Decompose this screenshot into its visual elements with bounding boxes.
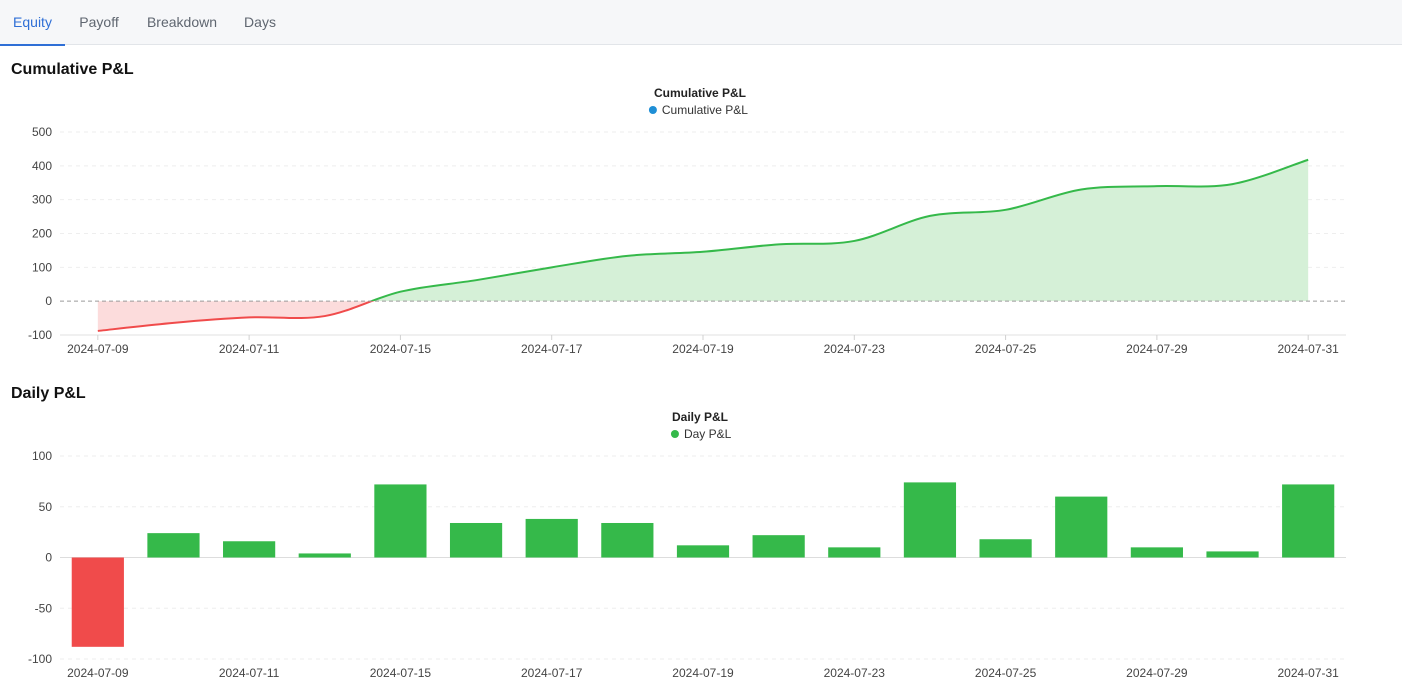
bar xyxy=(979,539,1032,558)
positive-area xyxy=(371,159,1309,302)
x-tick-label: 2024-07-11 xyxy=(219,342,280,356)
y-tick-label: 300 xyxy=(32,193,52,207)
legend-label: Cumulative P&L xyxy=(662,103,748,117)
x-tick-label: 2024-07-19 xyxy=(672,342,734,356)
cumulative-pnl-chart: Cumulative P&L Cumulative P&L -100 0 100 200 3… xyxy=(28,86,1346,356)
y-tick-label: 50 xyxy=(39,500,53,514)
chart-title: Cumulative P&L xyxy=(654,86,746,100)
bar xyxy=(147,533,200,558)
bar xyxy=(1206,551,1259,558)
negative-area xyxy=(97,301,1309,331)
y-tick-label: 0 xyxy=(45,294,52,308)
bar xyxy=(1282,484,1335,558)
cumulative-line-negative xyxy=(97,301,375,332)
y-tick-label: 100 xyxy=(32,449,52,463)
x-tick-label: 2024-07-15 xyxy=(370,666,432,680)
y-tick-label: 100 xyxy=(32,260,52,274)
cumulative-pnl-heading: Cumulative P&L xyxy=(11,61,134,78)
bar xyxy=(1055,496,1108,558)
x-tick-label: 2024-07-31 xyxy=(1277,666,1339,680)
x-tick-label: 2024-07-09 xyxy=(67,666,129,680)
bar xyxy=(903,482,957,558)
tab-bar: Equity Payoff Breakdown Days xyxy=(0,0,1402,46)
bar xyxy=(676,545,730,558)
bar xyxy=(449,522,503,558)
x-tick-label: 2024-07-15 xyxy=(370,342,432,356)
y-tick-label: -100 xyxy=(28,652,52,666)
y-tick-label: -50 xyxy=(35,601,53,615)
y-tick-label: 500 xyxy=(32,125,52,139)
bar xyxy=(828,547,881,558)
bar xyxy=(71,557,124,647)
x-tick-label: 2024-07-09 xyxy=(67,342,129,356)
bar xyxy=(374,484,427,558)
legend-swatch xyxy=(648,106,657,114)
daily-pnl-heading: Daily P&L xyxy=(11,385,86,402)
cumulative-line-positive xyxy=(368,158,1309,302)
x-tick-label: 2024-07-23 xyxy=(824,342,886,356)
tab-payoff[interactable]: Payoff xyxy=(79,14,119,30)
legend-swatch xyxy=(670,430,679,438)
x-tick-label: 2024-07-19 xyxy=(672,666,734,680)
bar xyxy=(1130,547,1183,558)
x-tick-label: 2024-07-25 xyxy=(975,342,1037,356)
y-tick-label: 400 xyxy=(32,159,52,173)
x-tick-label: 2024-07-17 xyxy=(521,666,583,680)
bar xyxy=(601,522,654,558)
x-tick-label: 2024-07-31 xyxy=(1277,342,1339,356)
x-tick-label: 2024-07-25 xyxy=(975,666,1037,680)
y-tick-label: -100 xyxy=(28,328,52,342)
tab-equity[interactable]: Equity xyxy=(0,0,65,46)
y-tick-label: 0 xyxy=(45,551,52,565)
bar xyxy=(525,518,578,558)
tab-days[interactable]: Days xyxy=(244,14,276,30)
chart-title: Daily P&L xyxy=(672,410,728,424)
tab-breakdown[interactable]: Breakdown xyxy=(146,14,218,30)
x-tick-label: 2024-07-23 xyxy=(824,666,886,680)
legend-label: Day P&L xyxy=(684,427,732,441)
x-tick-label: 2024-07-29 xyxy=(1126,342,1188,356)
y-tick-label: 200 xyxy=(32,227,52,241)
x-tick-label: 2024-07-29 xyxy=(1126,666,1188,680)
x-tick-label: 2024-07-11 xyxy=(219,666,280,680)
bar xyxy=(298,553,351,558)
x-tick-label: 2024-07-17 xyxy=(521,342,583,356)
bar xyxy=(223,541,276,558)
bar xyxy=(752,535,805,558)
